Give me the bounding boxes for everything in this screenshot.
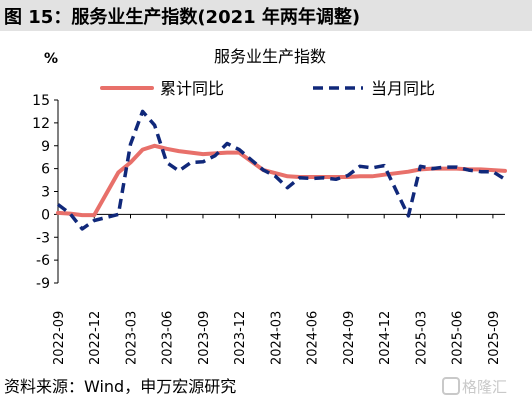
legend-label: 当月同比: [371, 79, 435, 98]
y-tick-label: 9: [41, 139, 50, 155]
x-tick-label: 2025-03: [414, 311, 429, 365]
watermark: 格隆汇: [442, 376, 507, 397]
x-tick-label: 2025-09: [487, 311, 502, 365]
figure-header: [0, 0, 532, 31]
y-tick-label: 15: [32, 93, 50, 109]
y-tick-label: 12: [32, 116, 50, 132]
x-tick-label: 2023-09: [197, 311, 212, 365]
x-tick-label: 2022-12: [88, 311, 103, 365]
y-tick-label: -9: [36, 276, 50, 292]
x-tick-label: 2022-09: [52, 311, 67, 365]
legend: 累计同比 当月同比: [100, 79, 435, 98]
y-tick-label: 3: [41, 185, 50, 201]
series-layer: [56, 109, 507, 231]
x-tick-label: 2024-09: [342, 311, 357, 365]
x-tick-label: 2024-03: [269, 311, 284, 365]
y-tick-label: 6: [41, 162, 50, 178]
y-axis-unit-label: %: [44, 51, 58, 67]
y-tick-label: -6: [36, 253, 50, 269]
x-tick-label: 2023-12: [233, 311, 248, 365]
source-note: 资料来源：Wind，申万宏源研究: [4, 377, 237, 396]
x-tick-label: 2023-03: [124, 311, 139, 365]
x-tick-label: 2024-06: [306, 311, 321, 365]
watermark-logo-icon: [442, 377, 460, 395]
watermark-text: 格隆汇: [462, 378, 508, 396]
x-tick-label: 2023-06: [161, 311, 176, 365]
line-chart: 服务业生产指数 % 15 12 9 6 3 0 -3 -6 -9 2022-09 2022-12 20…: [32, 47, 507, 365]
legend-label: 累计同比: [160, 79, 224, 98]
series-line-monthly-yoy: [56, 109, 506, 231]
y-tick-label: -3: [36, 230, 50, 246]
x-tick-label: 2024-12: [378, 311, 393, 365]
y-tick-label: 0: [41, 207, 50, 223]
axes: 15 12 9 6 3 0 -3 -6 -9 2022-09 2022-12 2023-03 2023-…: [32, 93, 505, 365]
x-tick-label: 2025-06: [451, 311, 466, 365]
figure-title: 图 15：服务业生产指数(2021 年两年调整): [4, 7, 361, 28]
chart-title: 服务业生产指数: [214, 47, 326, 66]
